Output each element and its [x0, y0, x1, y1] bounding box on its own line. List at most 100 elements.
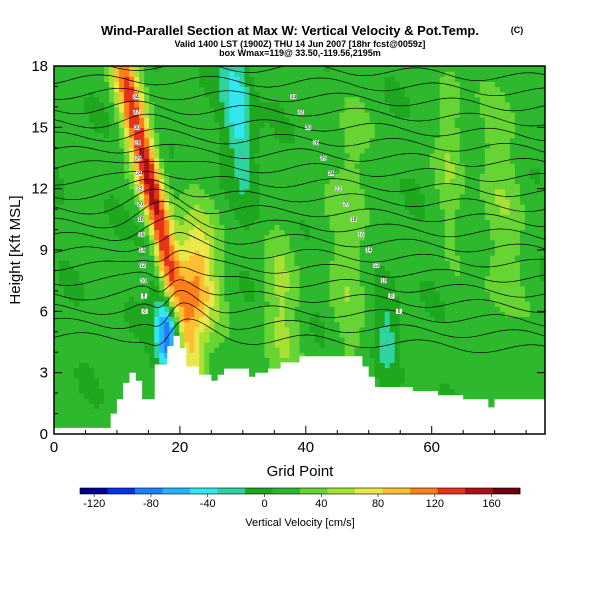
field-cell	[244, 250, 250, 256]
field-cell	[249, 147, 256, 154]
field-cell	[229, 229, 235, 236]
field-cell	[254, 301, 261, 307]
field-cell	[174, 214, 180, 220]
field-cell	[124, 367, 130, 374]
field-cell	[389, 147, 396, 154]
field-cell	[84, 76, 90, 82]
field-cell	[379, 198, 386, 205]
field-cell	[199, 112, 205, 118]
field-cell	[124, 265, 130, 272]
field-cell	[239, 244, 245, 251]
field-cell	[114, 275, 120, 282]
field-cell	[109, 163, 115, 169]
field-cell	[344, 112, 351, 118]
field-cell	[139, 280, 145, 287]
field-cell	[104, 127, 110, 134]
field-cell	[174, 86, 180, 93]
field-cell	[334, 76, 341, 82]
field-cell	[99, 188, 105, 195]
field-cell	[294, 265, 301, 272]
field-cell	[269, 76, 276, 82]
field-cell	[114, 209, 120, 215]
field-cell	[219, 326, 225, 333]
field-cell	[309, 66, 316, 72]
field-cell	[209, 204, 215, 210]
field-cell	[334, 132, 341, 139]
field-cell	[354, 173, 361, 180]
field-cell	[339, 270, 346, 277]
field-cell	[384, 71, 391, 77]
field-cell	[364, 311, 371, 318]
field-cell	[264, 178, 271, 185]
field-cell	[354, 260, 361, 266]
field-cell	[184, 158, 190, 164]
field-cell	[294, 173, 301, 180]
field-cell	[249, 290, 256, 297]
field-cell	[79, 296, 85, 302]
field-cell	[389, 260, 396, 266]
field-cell	[144, 326, 150, 333]
field-cell	[169, 198, 175, 205]
field-cell	[354, 250, 361, 256]
field-cell	[69, 413, 75, 420]
field-cell	[299, 152, 306, 159]
field-cell	[124, 352, 130, 358]
field-cell	[219, 306, 225, 312]
field-cell	[89, 106, 95, 113]
field-cell	[324, 66, 331, 72]
field-cell	[174, 188, 180, 195]
field-cell	[324, 214, 331, 220]
field-cell	[184, 106, 190, 113]
field-cell	[234, 347, 240, 353]
field-cell	[234, 311, 240, 318]
field-cell	[249, 101, 256, 108]
field-cell	[274, 326, 281, 333]
field-cell	[94, 152, 100, 159]
field-cell	[79, 280, 85, 287]
field-cell	[104, 275, 110, 282]
field-cell	[229, 214, 235, 220]
field-cell	[244, 336, 250, 343]
field-cell	[244, 275, 250, 282]
field-cell	[214, 301, 220, 307]
field-cell	[339, 260, 346, 266]
field-cell	[299, 193, 306, 200]
field-cell	[389, 306, 396, 312]
field-cell	[109, 285, 115, 292]
field-cell	[389, 224, 396, 231]
field-cell	[374, 280, 381, 287]
field-cell	[204, 198, 210, 205]
field-cell	[104, 362, 110, 369]
field-cell	[109, 112, 115, 118]
field-cell	[324, 86, 331, 93]
field-cell	[179, 336, 185, 343]
field-cell	[199, 183, 205, 190]
field-cell	[94, 122, 100, 128]
field-cell	[129, 229, 135, 236]
field-cell	[364, 250, 371, 256]
field-cell	[89, 413, 95, 420]
field-cell	[369, 122, 376, 128]
field-cell	[244, 137, 250, 144]
field-cell	[259, 214, 266, 220]
field-cell	[54, 81, 60, 88]
field-cell	[94, 142, 100, 149]
field-cell	[64, 183, 70, 190]
field-cell	[89, 250, 95, 256]
field-cell	[389, 122, 396, 128]
field-cell	[394, 362, 401, 369]
field-cell	[219, 76, 225, 82]
field-cell	[134, 142, 140, 149]
field-cell	[364, 326, 371, 333]
field-cell	[184, 137, 190, 144]
field-cell	[139, 296, 145, 302]
field-cell	[309, 112, 316, 118]
field-cell	[179, 86, 185, 93]
field-cell	[314, 296, 321, 302]
field-cell	[89, 372, 95, 379]
field-cell	[154, 229, 160, 236]
field-cell	[374, 152, 381, 159]
field-cell	[354, 244, 361, 251]
field-cell	[94, 290, 100, 297]
field-cell	[344, 321, 351, 328]
